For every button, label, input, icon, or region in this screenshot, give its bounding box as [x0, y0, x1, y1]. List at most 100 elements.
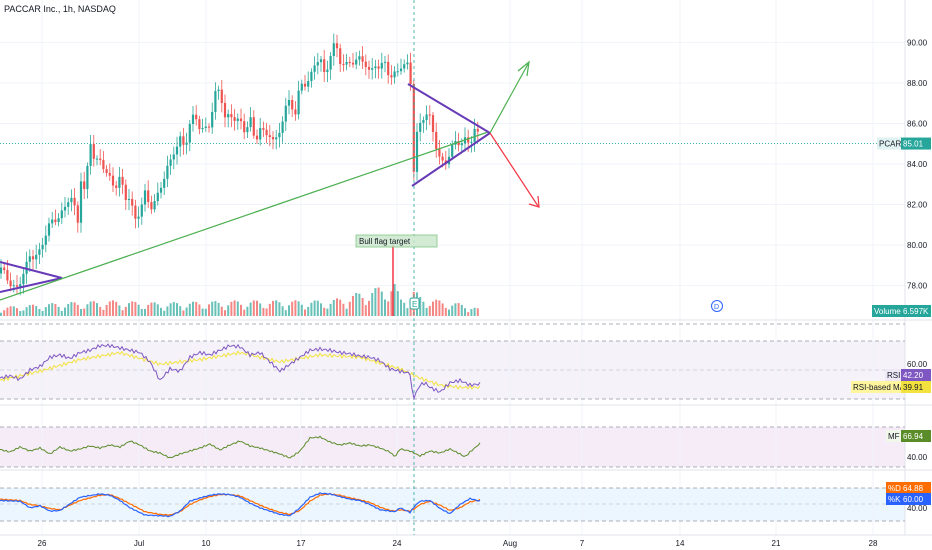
candle-body [166, 165, 169, 179]
stoch-d-line [0, 492, 481, 517]
stoch-band [0, 488, 905, 521]
time-tick: 26 [38, 539, 47, 548]
volume-bar [115, 301, 118, 316]
volume-bar [310, 302, 313, 316]
volume-bar [182, 310, 185, 316]
volume-bar [300, 304, 303, 316]
candle-body [38, 249, 41, 255]
candle-body [268, 135, 271, 138]
volume-bar [201, 308, 204, 316]
price-tick: 90.00 [907, 38, 928, 47]
volume-bar [332, 299, 335, 316]
volume-bar [163, 310, 166, 316]
candle-body [60, 210, 63, 219]
candle-body [19, 284, 22, 287]
candle-body [92, 144, 95, 159]
bull-arrow [489, 63, 529, 134]
volume-bar [112, 300, 114, 316]
candle-body [12, 285, 15, 287]
mfi-band [0, 427, 905, 467]
volume-bar [272, 300, 274, 316]
volume-bar [60, 310, 63, 316]
volume-bar [208, 304, 210, 316]
pane-borders [0, 0, 932, 536]
dividend-marker-text: D [714, 304, 719, 311]
candle-body [182, 136, 185, 145]
volume-bar [387, 301, 390, 316]
drawings[interactable]: Bull flag target E D [0, 0, 723, 535]
candle-body [198, 119, 201, 130]
candle-body [476, 128, 479, 132]
volume-bar [422, 301, 425, 316]
volume-bar [320, 303, 322, 316]
volume-bar [425, 307, 428, 316]
rsi-ma-value-tag: 39.91 [903, 383, 924, 392]
volume-bar [54, 304, 57, 316]
mfi-line [0, 435, 481, 459]
time-tick: 28 [869, 539, 878, 548]
candle-body [57, 218, 60, 223]
volume-bar [73, 302, 76, 316]
earnings-marker-text: E [412, 300, 417, 309]
candle-body [307, 81, 310, 87]
bear-arrow [489, 132, 539, 207]
indicators [0, 343, 481, 518]
price-tick: 84.00 [907, 160, 928, 169]
candle-body [124, 184, 127, 200]
volume-label-tag-bg [872, 305, 901, 317]
rsi-ma-label-tag-bg [851, 381, 901, 393]
annotation-box [355, 234, 438, 248]
candle-body [431, 115, 435, 132]
candle-body [406, 62, 409, 65]
volume-bar [428, 305, 431, 316]
candle-body [399, 68, 403, 72]
candle-body [377, 66, 380, 69]
volume-bar [198, 304, 201, 316]
candle-body [390, 75, 393, 78]
candle-body [0, 267, 3, 274]
volume-bar [275, 300, 278, 316]
candle-body [207, 126, 211, 128]
volume-bar [57, 306, 60, 316]
volume-bar [368, 300, 370, 316]
candle-body [428, 114, 431, 116]
volume-bar [454, 303, 457, 316]
volume-bar [0, 312, 2, 316]
candle-body [22, 273, 25, 285]
candle-body [422, 120, 425, 123]
candle-body [195, 114, 198, 120]
volume-bar [38, 309, 41, 316]
volume-bar [32, 304, 34, 316]
volume-bar [166, 306, 169, 316]
earnings-marker-box [409, 297, 420, 310]
support-trendline [0, 131, 489, 301]
candle-body [134, 205, 137, 219]
candle-body [89, 144, 92, 166]
candle-body [179, 136, 182, 147]
price-tick: 82.00 [907, 201, 928, 210]
candle-body [227, 114, 230, 118]
candle-body [127, 198, 131, 200]
volume-bar [342, 303, 345, 316]
candle-body [140, 204, 143, 217]
candle-body [230, 114, 233, 118]
candle-body [323, 59, 326, 73]
candle-body [319, 59, 323, 63]
candle-body [143, 190, 147, 205]
candle-body [367, 66, 371, 70]
candle-body [191, 114, 195, 125]
candle-body [342, 64, 345, 66]
candle-body [3, 267, 6, 271]
candle-body [380, 62, 383, 69]
rsi-value-tag: 42.20 [903, 371, 924, 380]
candle-body [115, 185, 118, 188]
candle-body [371, 68, 374, 70]
volume-bar [108, 301, 111, 316]
indicator-tick: 40.00 [907, 504, 928, 513]
volume-bar [220, 306, 223, 316]
candle-body [51, 219, 54, 224]
volume-bar [348, 301, 351, 316]
candle-body [131, 198, 134, 206]
